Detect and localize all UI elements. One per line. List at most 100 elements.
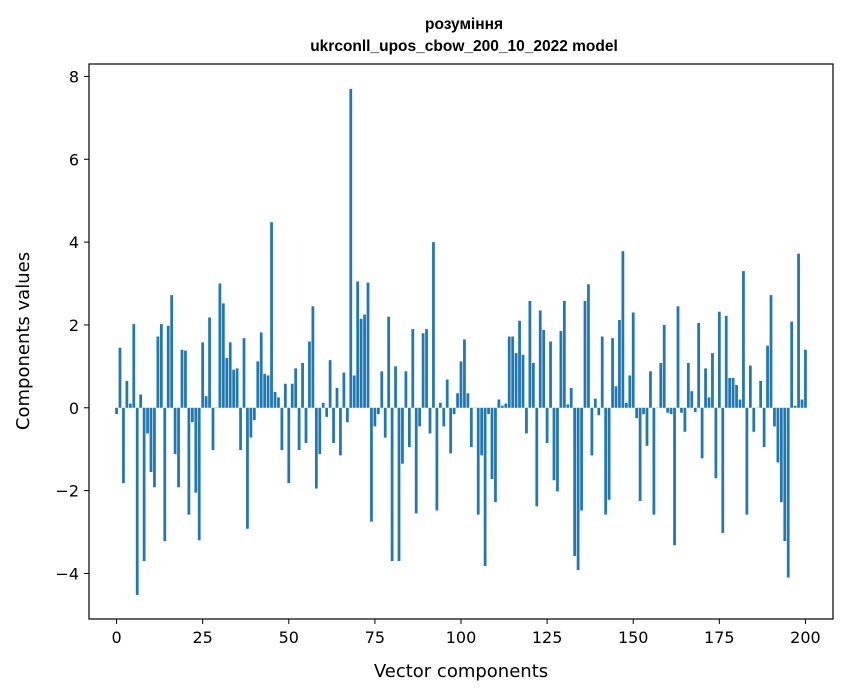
bar-5: [132, 324, 136, 408]
bar-118: [521, 354, 525, 408]
bar-151: [635, 407, 639, 419]
bar-160: [666, 407, 670, 413]
bar-11: [153, 407, 156, 488]
bar-64: [335, 387, 339, 408]
x-tick-label: 200: [790, 628, 821, 647]
bar-36: [239, 407, 242, 451]
bar-89: [421, 333, 425, 408]
bar-1: [118, 347, 122, 408]
bar-132: [569, 387, 573, 408]
bar-187: [759, 380, 763, 408]
bar-95: [442, 407, 446, 427]
bar-66: [342, 372, 346, 408]
bar-27: [208, 317, 211, 408]
bar-166: [686, 363, 690, 408]
bar-series: [115, 88, 807, 595]
bar-188: [762, 407, 766, 448]
bar-33: [228, 342, 232, 408]
bar-2: [122, 407, 125, 484]
bar-150: [631, 312, 635, 408]
bar-48: [280, 407, 284, 451]
bar-14: [163, 407, 167, 542]
bar-61: [325, 407, 329, 417]
bar-30: [218, 283, 222, 408]
bar-25: [201, 342, 205, 408]
bar-86: [411, 329, 415, 408]
bar-164: [680, 407, 683, 413]
x-axis-ticks: 0 25 50 75 100 125 150 175 200: [111, 619, 821, 647]
y-tick-label: −2: [55, 482, 79, 501]
bar-159: [662, 324, 666, 408]
bar-16: [170, 295, 174, 408]
bar-128: [556, 407, 559, 492]
bar-59: [318, 407, 322, 455]
bar-163: [676, 306, 680, 408]
bar-43: [263, 373, 267, 408]
bar-173: [711, 353, 714, 408]
bar-53: [297, 407, 301, 451]
bar-37: [242, 338, 246, 408]
bar-17: [173, 407, 177, 455]
bar-0: [115, 407, 118, 414]
bar-46: [273, 392, 277, 408]
bar-92: [432, 242, 435, 408]
bar-13: [159, 324, 163, 408]
bar-91: [428, 407, 432, 434]
x-tick-label: 75: [365, 628, 385, 647]
bar-76: [376, 407, 380, 414]
y-tick-label: −4: [55, 564, 79, 583]
x-tick-label: 25: [192, 628, 212, 647]
bar-197: [793, 405, 797, 408]
bar-7: [139, 394, 143, 408]
bar-142: [604, 407, 608, 515]
bar-58: [314, 407, 318, 489]
bar-122: [535, 407, 539, 507]
bar-194: [783, 407, 787, 542]
bar-6: [135, 407, 139, 595]
bar-121: [531, 363, 535, 408]
bar-146: [618, 319, 621, 408]
bar-116: [514, 353, 518, 408]
bar-52: [294, 368, 298, 408]
y-tick-label: 0: [69, 399, 79, 418]
bar-193: [779, 407, 783, 503]
bar-147: [621, 251, 625, 408]
bar-81: [394, 366, 397, 408]
bar-44: [266, 375, 270, 408]
bar-20: [184, 350, 187, 408]
bar-60: [321, 402, 325, 408]
bar-172: [707, 397, 711, 408]
bar-3: [125, 380, 129, 408]
bar-41: [256, 361, 260, 408]
bar-192: [776, 407, 780, 463]
bar-62: [328, 360, 332, 408]
bar-71: [359, 318, 363, 408]
bar-67: [345, 407, 349, 423]
bar-137: [587, 284, 590, 408]
bar-70: [356, 281, 360, 408]
bar-78: [383, 407, 387, 438]
bar-4: [128, 403, 132, 408]
bar-65: [339, 407, 342, 456]
bar-185: [752, 407, 756, 432]
bar-40: [252, 407, 256, 421]
bar-179: [731, 377, 735, 408]
chart-title: розуміння: [425, 16, 503, 33]
bar-195: [786, 407, 790, 578]
bar-63: [332, 407, 335, 443]
bar-130: [562, 300, 566, 408]
bar-73: [366, 282, 370, 408]
bar-170: [700, 407, 704, 459]
bar-94: [438, 402, 442, 408]
bar-154: [645, 407, 649, 446]
y-tick-label: 2: [69, 316, 79, 335]
bar-111: [497, 399, 501, 408]
bar-136: [583, 300, 587, 408]
bar-143: [607, 407, 611, 500]
bar-24: [197, 407, 201, 541]
bar-127: [552, 407, 556, 481]
bar-165: [683, 407, 687, 432]
bar-79: [387, 316, 391, 408]
bar-178: [728, 377, 732, 408]
